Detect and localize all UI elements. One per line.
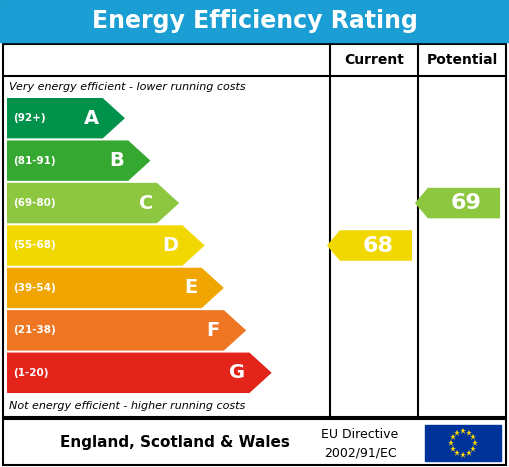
Text: (69-80): (69-80) — [13, 198, 55, 208]
Bar — [425, 425, 501, 461]
Polygon shape — [7, 225, 205, 266]
Polygon shape — [415, 188, 500, 219]
Polygon shape — [327, 230, 412, 261]
Text: Current: Current — [344, 53, 404, 67]
Text: 2002/91/EC: 2002/91/EC — [324, 446, 397, 459]
Text: A: A — [83, 109, 99, 127]
Bar — [3, 419, 506, 465]
Text: Energy Efficiency Rating: Energy Efficiency Rating — [92, 9, 417, 33]
Text: (81-91): (81-91) — [13, 156, 55, 166]
Polygon shape — [7, 353, 272, 393]
Text: 69: 69 — [450, 193, 482, 213]
Text: G: G — [230, 363, 245, 382]
Text: (92+): (92+) — [13, 113, 46, 123]
Text: England, Scotland & Wales: England, Scotland & Wales — [60, 436, 290, 451]
Text: C: C — [138, 193, 153, 212]
Text: Potential: Potential — [427, 53, 498, 67]
Polygon shape — [7, 310, 246, 351]
Text: (39-54): (39-54) — [13, 283, 56, 293]
Text: E: E — [184, 278, 197, 297]
Polygon shape — [7, 141, 151, 181]
Polygon shape — [7, 183, 179, 223]
Text: F: F — [207, 321, 220, 340]
Text: Not energy efficient - higher running costs: Not energy efficient - higher running co… — [9, 401, 245, 411]
Text: (21-38): (21-38) — [13, 325, 56, 335]
Polygon shape — [7, 98, 125, 138]
Polygon shape — [7, 268, 224, 308]
Text: (1-20): (1-20) — [13, 368, 48, 378]
Bar — [3, 44, 506, 417]
Text: 68: 68 — [362, 235, 393, 255]
Text: (55-68): (55-68) — [13, 241, 56, 250]
Text: B: B — [109, 151, 124, 170]
Bar — [0, 0, 509, 42]
Text: EU Directive: EU Directive — [321, 428, 399, 441]
Text: Very energy efficient - lower running costs: Very energy efficient - lower running co… — [9, 82, 246, 92]
Text: D: D — [162, 236, 179, 255]
